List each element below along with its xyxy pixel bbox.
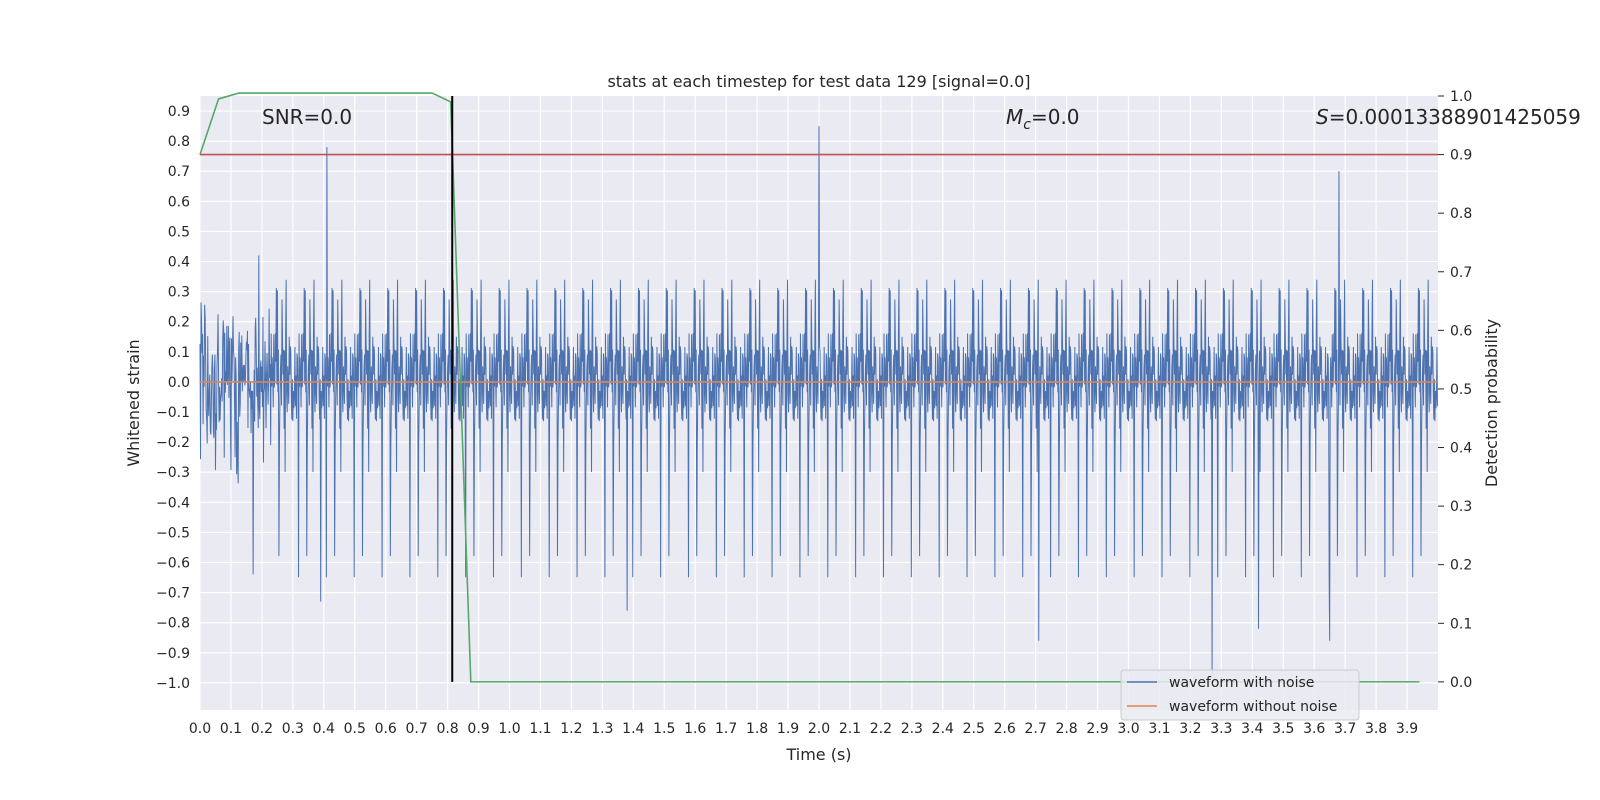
y-tick-label: −0.1	[156, 405, 190, 421]
x-tick-label: 3.6	[1303, 721, 1325, 737]
x-tick-label: 0.3	[282, 721, 304, 737]
noise-series	[199, 126, 1438, 677]
x-tick-label: 0.7	[406, 721, 428, 737]
x-tick-label: 2.1	[839, 721, 861, 737]
y-tick-label: −1.0	[156, 676, 190, 692]
x-tick-label: 3.3	[1210, 721, 1232, 737]
x-tick-label: 2.6	[994, 721, 1016, 737]
x-tick-label: 2.3	[901, 721, 923, 737]
x-tick-label: 3.9	[1396, 721, 1418, 737]
x-tick-label: 1.1	[529, 721, 551, 737]
series-lines	[199, 92, 1438, 683]
x-tick-label: 2.9	[1086, 721, 1108, 737]
y2-tick-label: 1.0	[1450, 89, 1472, 105]
y-tick-label: −0.4	[156, 495, 190, 511]
x-tick-label: 2.7	[1025, 721, 1047, 737]
y-tick-label: −0.9	[156, 646, 190, 662]
x-tick-label: 1.3	[591, 721, 613, 737]
y-axis-label: Whitened strain	[124, 339, 143, 466]
y-tick-label: −0.2	[156, 435, 190, 451]
x-tick-label: 1.4	[622, 721, 644, 737]
x-tick-label: 3.2	[1179, 721, 1201, 737]
y-tick-label: 0.2	[168, 315, 190, 331]
x-tick-label: 1.6	[684, 721, 706, 737]
y-tick-label: 0.5	[168, 224, 190, 240]
x-tick-label: 0.0	[189, 721, 211, 737]
s-annotation: S=0.00013388901425059	[1316, 105, 1581, 129]
x-tick-label: 3.4	[1241, 721, 1263, 737]
y2-tick-label: 0.6	[1450, 323, 1472, 339]
x-axis-label: Time (s)	[785, 745, 851, 764]
x-tick-labels: 0.0 0.1 0.2 0.3 0.4 0.5 0.6 0.7 0.8 0.9 1.0 1.1 1.2 1…	[189, 721, 1418, 737]
snr-annotation: SNR=0.0	[262, 105, 352, 129]
y2-axis-label: Detection probability	[1482, 319, 1501, 487]
x-tick-label: 0.5	[344, 721, 366, 737]
y2-tick-label: 0.7	[1450, 265, 1472, 281]
x-tick-label: 0.8	[436, 721, 458, 737]
x-tick-label: 0.1	[220, 721, 242, 737]
x-tick-label: 1.7	[715, 721, 737, 737]
y2-tick-label: 0.5	[1450, 382, 1472, 398]
x-tick-label: 1.2	[560, 721, 582, 737]
y2-tick-label: 0.4	[1450, 441, 1472, 457]
legend-box	[1120, 669, 1360, 721]
x-tick-label: 0.2	[251, 721, 273, 737]
mc-annotation: Mc=0.0	[1006, 105, 1080, 133]
x-tick-label: 0.9	[467, 721, 489, 737]
x-tick-label: 1.9	[777, 721, 799, 737]
y-tick-label: 0.3	[168, 285, 190, 301]
y-tick-label: 0.9	[168, 104, 190, 120]
x-tick-label: 2.0	[808, 721, 830, 737]
y-tick-label: −0.7	[156, 586, 190, 602]
y2-tick-labels: 1.0 0.9 0.8 0.7 0.6 0.5 0.4 0.3 0.2 0.1 0.0	[1438, 89, 1472, 691]
x-tick-label: 3.5	[1272, 721, 1294, 737]
series-line-probability	[199, 92, 1420, 683]
x-tick-label: 3.7	[1334, 721, 1356, 737]
x-tick-label: 2.5	[963, 721, 985, 737]
y-tick-label: 0.4	[168, 255, 190, 271]
y-tick-label: −0.6	[156, 556, 190, 572]
x-tick-label: 2.2	[870, 721, 892, 737]
y-tick-label: 0.0	[168, 375, 190, 391]
y-tick-label: 0.8	[168, 134, 190, 150]
y-tick-label: −0.3	[156, 465, 190, 481]
y2-tick-label: 0.0	[1450, 675, 1472, 691]
y-tick-label: −0.8	[156, 616, 190, 632]
x-tick-label: 3.8	[1365, 721, 1387, 737]
y2-tick-label: 0.2	[1450, 558, 1472, 574]
series-line-noise	[199, 126, 1438, 677]
y-tick-label: 0.6	[168, 194, 190, 210]
y-tick-label: −0.5	[156, 525, 190, 541]
x-tick-label: 0.4	[313, 721, 335, 737]
legend: waveform with noise waveform without noi…	[1120, 669, 1360, 721]
y2-tick-label: 0.8	[1450, 206, 1472, 222]
y-tick-labels: 0.9 0.8 0.7 0.6 0.5 0.4 0.3 0.2 0.1 0.0 −0.1 −0.2 −0…	[156, 104, 190, 692]
x-tick-label: 1.0	[498, 721, 520, 737]
y2-tick-label: 0.1	[1450, 616, 1472, 632]
y2-tick-label: 0.9	[1450, 148, 1472, 164]
x-tick-label: 3.0	[1117, 721, 1139, 737]
x-tick-label: 0.6	[375, 721, 397, 737]
legend-label-noise: waveform with noise	[1169, 675, 1314, 691]
y-tick-label: 0.1	[168, 345, 190, 361]
x-tick-label: 2.4	[932, 721, 954, 737]
x-tick-label: 3.1	[1148, 721, 1170, 737]
x-tick-label: 1.8	[746, 721, 768, 737]
y-tick-label: 0.7	[168, 164, 190, 180]
legend-label-clean: waveform without noise	[1169, 699, 1337, 715]
y2-tick-label: 0.3	[1450, 499, 1472, 515]
chart-title: stats at each timestep for test data 129…	[607, 72, 1030, 91]
x-tick-label: 1.5	[653, 721, 675, 737]
x-tick-label: 2.8	[1055, 721, 1077, 737]
